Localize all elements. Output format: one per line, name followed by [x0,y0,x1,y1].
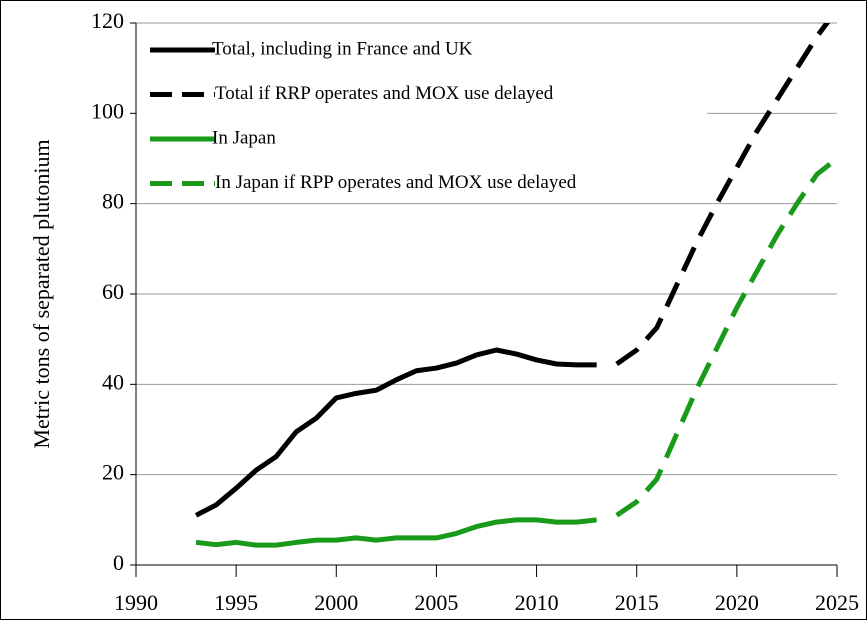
legend-label: Total if RRP operates and MOX use delaye… [215,83,554,104]
legend-label: In Japan [212,127,276,148]
y-tick-label: 20 [102,460,124,485]
x-tick-label: 2005 [414,590,458,615]
series-line [615,156,839,518]
series-line [195,517,597,548]
y-tick-label: 60 [102,279,124,304]
x-tick-label: 2010 [515,590,559,615]
x-tick-label: 1995 [214,590,258,615]
y-tick-label: 100 [91,98,124,123]
y-tick-label: 80 [102,189,124,214]
legend-label: In Japan if RPP operates and MOX use del… [215,172,577,193]
x-tick-label: 2015 [615,590,659,615]
y-tick-label: 0 [113,550,124,575]
y-tick-label: 40 [102,369,124,394]
x-tick-label: 2000 [314,590,358,615]
legend-box [137,29,707,189]
series-line [615,23,831,367]
x-tick-label: 2025 [815,590,859,615]
x-tick-label: 2020 [715,590,759,615]
y-tick-label: 120 [91,8,124,33]
x-tick-label: 1990 [114,590,158,615]
y-axis-label: Metric tons of separated plutonium [29,139,54,448]
legend-label: Total, including in France and UK [212,38,473,59]
series-line [194,347,597,518]
